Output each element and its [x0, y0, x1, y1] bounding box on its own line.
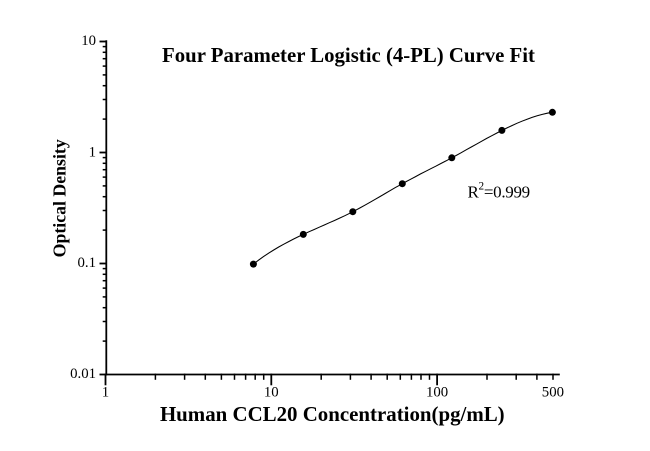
- svg-text:1: 1: [89, 144, 96, 160]
- svg-text:R2=0.999: R2=0.999: [468, 181, 530, 202]
- svg-text:1: 1: [102, 384, 109, 400]
- svg-text:0.01: 0.01: [70, 366, 96, 382]
- svg-text:0.1: 0.1: [78, 255, 97, 271]
- svg-text:Optical Density: Optical Density: [49, 139, 69, 257]
- svg-text:Human CCL20 Concentration(pg/m: Human CCL20 Concentration(pg/mL): [160, 402, 505, 426]
- svg-text:500: 500: [542, 384, 564, 400]
- svg-text:100: 100: [426, 384, 448, 400]
- svg-text:10: 10: [264, 384, 279, 400]
- svg-text:10: 10: [81, 33, 96, 49]
- svg-text:Four Parameter Logistic (4-PL): Four Parameter Logistic (4-PL) Curve Fit: [162, 44, 535, 67]
